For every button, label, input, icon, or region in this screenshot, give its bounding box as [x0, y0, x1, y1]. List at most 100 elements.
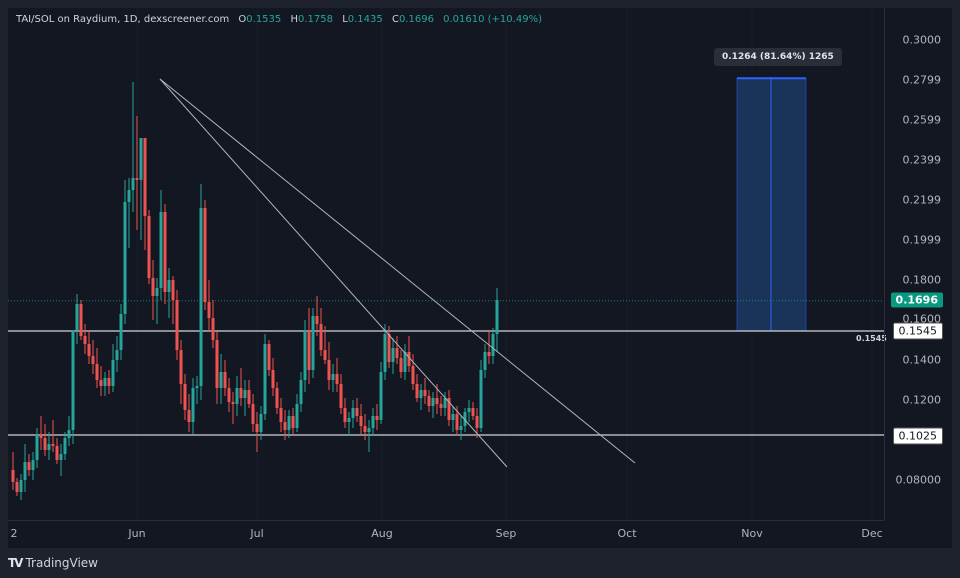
high-label: H: [290, 14, 298, 25]
candle-body: [323, 350, 327, 360]
candle-body: [451, 414, 455, 420]
candle-body: [111, 360, 115, 386]
candle-body: [39, 434, 43, 438]
candle-body: [343, 408, 347, 422]
candle-body: [211, 318, 215, 340]
candle-body: [31, 460, 35, 470]
price-tick: 0.1800: [902, 273, 942, 287]
candle-body: [219, 372, 223, 388]
candle-body: [187, 410, 191, 422]
candle-body: [287, 416, 291, 430]
candle-body: [15, 482, 19, 492]
time-axis[interactable]: 2 Jun Jul Aug Sep Oct Nov Dec: [8, 520, 884, 549]
candle-body: [79, 304, 83, 336]
candle-body: [435, 398, 439, 404]
time-tick: Dec: [861, 527, 883, 540]
candle-body: [487, 352, 491, 356]
measure-tooltip: 0.1264 (81.64%) 1265: [714, 48, 842, 66]
candle-body: [419, 390, 423, 398]
candle-body: [495, 300, 499, 334]
candle-body: [215, 340, 219, 388]
candle-body: [307, 330, 311, 370]
candle-body: [131, 178, 135, 190]
candle-body: [243, 390, 247, 398]
candle-body: [27, 462, 31, 470]
candle-body: [275, 388, 279, 408]
candle-body: [295, 404, 299, 428]
candle-body: [51, 444, 55, 446]
candle-body: [355, 408, 359, 416]
candle-body: [351, 408, 355, 418]
candle-body: [283, 422, 287, 430]
candle-body: [363, 426, 367, 432]
candle-body: [203, 208, 207, 302]
brand-name: TradingView: [25, 556, 98, 570]
candle-body: [59, 454, 63, 460]
open-value: 0.1535: [246, 14, 282, 25]
candle-body: [403, 352, 407, 372]
horizontal-line-label: 0.1545: [856, 334, 887, 343]
candle-body: [327, 360, 331, 380]
tradingview-brand[interactable]: TV TradingView: [8, 556, 98, 570]
candle-body: [347, 418, 351, 422]
candle-body: [239, 388, 243, 398]
candle-body: [359, 416, 363, 426]
candle-body: [291, 416, 295, 428]
candle-body: [155, 288, 159, 296]
support-price-badge: 0.1025: [892, 427, 943, 445]
price-axis[interactable]: 0.3000 0.2799 0.2599 0.2399 0.2199 0.199…: [884, 8, 953, 520]
time-tick: Nov: [741, 527, 763, 540]
candle-body: [431, 398, 435, 406]
candle-body: [467, 408, 471, 412]
candle-body: [423, 390, 427, 396]
candle-body: [315, 316, 319, 324]
time-tick: Sep: [495, 527, 517, 540]
candle-body: [331, 374, 335, 380]
candle-body: [247, 390, 251, 404]
price-tick: 0.3000: [902, 33, 942, 47]
candle-body: [339, 384, 343, 408]
candle-body: [303, 330, 307, 380]
candle-body: [207, 302, 211, 318]
candle-body: [119, 314, 123, 350]
candle-body: [279, 408, 283, 422]
candle-body: [475, 416, 479, 428]
candle-body: [143, 138, 147, 216]
candle-body: [163, 212, 167, 292]
price-tick: 0.2599: [902, 113, 942, 127]
candle-body: [447, 398, 451, 420]
candle-body: [407, 352, 411, 366]
candle-body: [179, 350, 183, 384]
candle-body: [147, 216, 151, 278]
candle-body: [459, 426, 463, 430]
symbol-legend: TAI/SOL on Raydium, 1D, dexscreener.com …: [16, 14, 542, 25]
candle-body: [335, 374, 339, 384]
price-tick: 0.2199: [902, 193, 942, 207]
time-tick: Oct: [617, 527, 637, 540]
candle-body: [483, 352, 487, 370]
trendline-shallow: [159, 78, 636, 464]
candle-body: [43, 438, 47, 450]
candle-body: [95, 364, 99, 380]
price-tick: 0.1400: [902, 353, 942, 367]
candle-body: [387, 334, 391, 362]
candle-body: [87, 344, 91, 356]
high-value: 0.1758: [298, 14, 333, 25]
candle-body: [195, 386, 199, 388]
resistance-price-badge: 0.1545: [892, 322, 943, 340]
candle-body: [231, 402, 235, 404]
candle-body: [159, 212, 163, 288]
change-value: 0.01610 (+10.49%): [443, 14, 542, 25]
candle-body: [227, 388, 231, 402]
candle-body: [411, 366, 415, 384]
low-label: L: [342, 14, 348, 25]
candle-body: [319, 324, 323, 350]
price-tick: 0.08000: [895, 473, 942, 487]
candle-body: [171, 280, 175, 300]
candle-body: [167, 280, 171, 292]
candle-body: [23, 462, 27, 480]
candle-body: [399, 358, 403, 372]
candle-body: [367, 428, 371, 432]
candle-body: [71, 330, 75, 430]
